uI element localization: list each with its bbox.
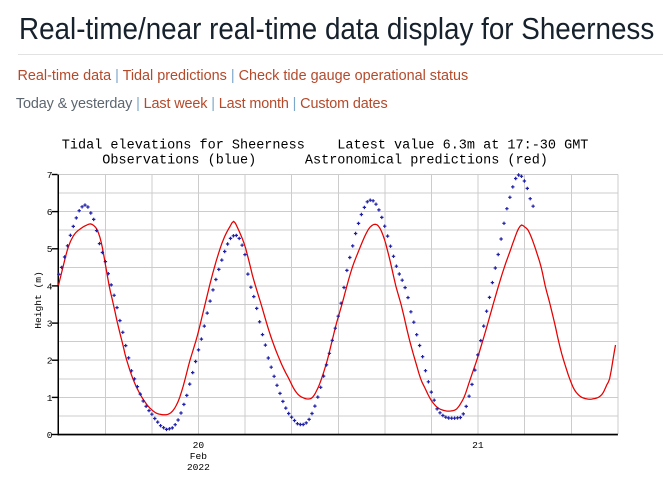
svg-text:7: 7 <box>47 170 53 181</box>
svg-text:21: 21 <box>472 440 484 451</box>
svg-text:20: 20 <box>193 440 205 451</box>
svg-text:4: 4 <box>47 281 53 292</box>
svg-text:2: 2 <box>47 356 53 367</box>
svg-text:2022: 2022 <box>187 462 210 473</box>
svg-text:1: 1 <box>47 393 53 404</box>
svg-text:Latest value 6.3m at 17:-30 GM: Latest value 6.3m at 17:-30 GMT <box>337 139 588 154</box>
svg-text:Astronomical predictions (red): Astronomical predictions (red) <box>305 154 548 169</box>
svg-text:0: 0 <box>47 430 53 441</box>
svg-text:6: 6 <box>47 207 53 218</box>
svg-text:Observations (blue): Observations (blue) <box>102 154 256 169</box>
svg-text:3: 3 <box>47 319 53 330</box>
svg-text:5: 5 <box>47 244 53 255</box>
svg-text:Feb: Feb <box>190 451 208 462</box>
svg-text:Tidal elevations for Sheerness: Tidal elevations for Sheerness <box>62 139 305 154</box>
svg-text:Height (m): Height (m) <box>33 271 44 329</box>
